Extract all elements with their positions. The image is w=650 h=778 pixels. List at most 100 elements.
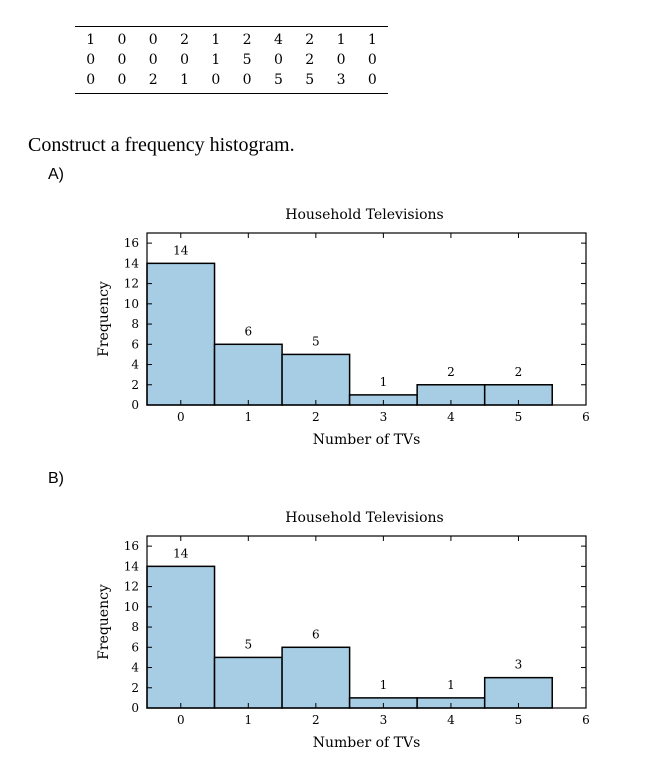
table-cell: 1 (86, 32, 96, 48)
table-cell: 0 (367, 52, 377, 68)
option-a-label[interactable]: A) (48, 166, 64, 183)
x-tick-label: 2 (312, 410, 320, 424)
y-tick-label: 4 (131, 358, 139, 372)
table-cell: 2 (148, 72, 158, 88)
table-cell: 2 (305, 32, 315, 48)
table-cell: 2 (180, 32, 189, 48)
chart-title: Household Televisions (285, 207, 443, 223)
table-row: 1 0 0 2 1 2 4 2 1 1 (75, 27, 388, 51)
y-tick-label: 12 (124, 277, 139, 291)
table-cell: 5 (305, 72, 315, 88)
table-cell: 1 (211, 32, 221, 48)
y-tick-label: 12 (124, 580, 139, 594)
y-tick-label: 2 (131, 681, 139, 695)
y-tick-label: 0 (131, 398, 139, 412)
bar-1 (213, 343, 283, 406)
y-tick-label: 16 (124, 236, 139, 250)
table-cell: 0 (211, 72, 221, 88)
table-cell: 0 (117, 72, 127, 88)
x-axis-label: Number of TVs (313, 735, 421, 751)
bar-data-label: 1 (380, 678, 388, 692)
x-tick-label: 3 (380, 713, 388, 727)
plot-frame (146, 232, 587, 406)
y-tick-label: 10 (124, 297, 139, 311)
bar-5 (483, 676, 553, 709)
bar-data-label: 2 (447, 365, 455, 379)
bar-0 (146, 565, 216, 709)
x-tick-label: 4 (447, 713, 455, 727)
table-cell: 0 (148, 52, 158, 68)
x-tick-label: 5 (515, 713, 523, 727)
table-row: 0 0 2 1 0 0 5 5 3 0 (75, 70, 388, 94)
table-cell: 3 (336, 72, 346, 88)
y-tick-label: 0 (131, 701, 139, 715)
bar-data-label: 6 (244, 324, 252, 338)
table-cell: 0 (180, 52, 189, 68)
bar-data-label: 6 (312, 627, 320, 641)
option-b-label[interactable]: B) (48, 470, 64, 487)
bar-2 (281, 646, 351, 709)
x-tick-label: 6 (582, 713, 590, 727)
table-cell: 5 (273, 72, 283, 88)
x-tick-label: 3 (380, 410, 388, 424)
bar-data-label: 1 (447, 678, 455, 692)
x-tick-label: 0 (177, 713, 185, 727)
bar-data-label: 2 (515, 365, 523, 379)
y-tick-label: 2 (131, 378, 139, 392)
bar-data-label: 5 (312, 334, 320, 348)
histogram-option-a: Household Televisions 14 6 5 1 2 2 0 1 2 3 4 5 6 0 2 4 6 8… (0, 196, 650, 456)
bar-data-label: 14 (173, 546, 189, 560)
y-tick-label: 8 (131, 317, 139, 331)
x-tick-label: 6 (582, 410, 590, 424)
table-cell: 0 (117, 52, 127, 68)
y-axis-label: Frequency (96, 584, 112, 660)
table-cell: 0 (336, 52, 346, 68)
x-tick-label: 0 (177, 410, 185, 424)
y-tick-label: 8 (131, 620, 139, 634)
plot-frame (146, 535, 587, 709)
bar-0 (146, 262, 216, 406)
table-cell: 1 (211, 52, 221, 68)
bar-2 (281, 353, 351, 406)
table-cell: 0 (86, 72, 96, 88)
y-tick-label: 6 (131, 337, 139, 351)
y-tick-label: 14 (124, 256, 140, 270)
y-tick-label: 10 (124, 600, 139, 614)
y-tick-label: 4 (131, 661, 139, 675)
bar-data-label: 5 (244, 637, 252, 651)
y-tick-label: 16 (124, 539, 139, 553)
table-cell: 0 (117, 32, 127, 48)
table-cell: 1 (336, 32, 346, 48)
table-cell: 0 (367, 72, 377, 88)
y-axis-label: Frequency (96, 281, 112, 357)
table-cell: 0 (273, 52, 283, 68)
bar-1 (213, 656, 283, 709)
x-tick-label: 5 (515, 410, 523, 424)
table-cell: 4 (273, 32, 283, 48)
table-cell: 0 (86, 52, 96, 68)
y-tick-label: 14 (124, 559, 140, 573)
x-tick-label: 1 (244, 713, 252, 727)
bar-data-label: 14 (173, 243, 189, 257)
x-tick-label: 4 (447, 410, 455, 424)
question-text: Construct a frequency histogram. (28, 134, 295, 156)
table-cell: 1 (180, 72, 189, 88)
x-axis-label: Number of TVs (313, 432, 421, 448)
bar-data-label: 1 (380, 375, 388, 389)
table-cell: 1 (367, 32, 377, 48)
data-table: 1 0 0 2 1 2 4 2 1 1 0 0 0 0 1 5 0 2 0 0 0 0 2 1 0 0 5 5 3 0 (75, 26, 388, 94)
table-cell: 0 (242, 72, 252, 88)
y-tick-label: 6 (131, 640, 139, 654)
x-tick-label: 1 (244, 410, 252, 424)
table-cell: 2 (305, 52, 315, 68)
chart-title: Household Televisions (285, 510, 443, 526)
x-tick-label: 2 (312, 713, 320, 727)
histogram-option-b: Household Televisions 14 5 6 1 1 3 0 1 2 3 4 5 6 0 2 4 6 8… (0, 499, 650, 759)
table-cell: 0 (148, 32, 158, 48)
bar-data-label: 3 (515, 658, 523, 672)
table-cell: 5 (242, 52, 252, 68)
table-row: 0 0 0 0 1 5 0 2 0 0 (75, 50, 388, 70)
table-cell: 2 (242, 32, 252, 48)
